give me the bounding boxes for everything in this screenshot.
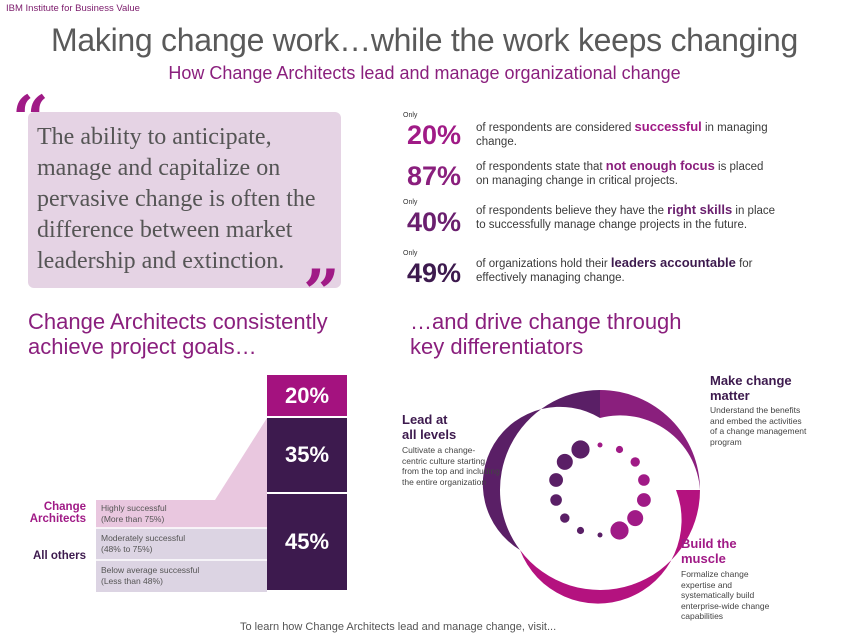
ring-dot bbox=[556, 453, 573, 470]
ring-dot bbox=[638, 474, 650, 486]
dot-ring bbox=[549, 440, 651, 540]
ring-dot bbox=[637, 493, 651, 507]
bar-segment-2: 35% bbox=[267, 418, 347, 492]
stat-2: 87% of respondents state that not enough… bbox=[403, 155, 823, 195]
diff-muscle: Build the muscle Formalize change expert… bbox=[681, 536, 811, 622]
ring-dot bbox=[627, 510, 644, 527]
group-label-change-architects: Change Architects bbox=[20, 501, 86, 525]
stat-percent: 20% bbox=[407, 120, 462, 150]
ring-dot bbox=[560, 513, 570, 523]
stat-text: of organizations hold their leaders acco… bbox=[476, 255, 753, 285]
heading-line: key differentiators bbox=[410, 334, 584, 359]
diff-title: Build the bbox=[681, 536, 737, 551]
right-section-heading: …and drive change through key differenti… bbox=[410, 309, 682, 359]
group-label-line: Change bbox=[43, 501, 86, 513]
inner-disc bbox=[528, 418, 672, 562]
source-label: IBM Institute for Business Value bbox=[6, 3, 140, 14]
row-label-line: Moderately successful bbox=[101, 533, 186, 543]
stat-percent: 49% bbox=[407, 258, 462, 288]
bar-value-label: 20% bbox=[284, 382, 330, 408]
row-label-line: Highly successful bbox=[101, 503, 167, 513]
row-label-line: Below average successful bbox=[101, 565, 200, 575]
row-label-below: Below average successful (Less than 48%) bbox=[96, 562, 266, 592]
stat-text: of respondents state that not enough foc… bbox=[476, 158, 764, 188]
diff-desc: Cultivate a change- centric culture star… bbox=[402, 445, 500, 487]
group-label-all-others: All others bbox=[32, 550, 86, 562]
differentiators-graphic bbox=[482, 390, 700, 604]
bar-value-label: 35% bbox=[284, 442, 330, 467]
quote-close-mark: ” bbox=[303, 256, 340, 331]
bar-value-label: 45% bbox=[284, 529, 330, 554]
diff-matter: Make change matter Understand the benefi… bbox=[710, 373, 845, 447]
page-subtitle: How Change Architects lead and manage or… bbox=[168, 63, 681, 83]
row-label-line: (48% to 75%) bbox=[101, 544, 153, 554]
group-label-line: Architects bbox=[29, 513, 86, 525]
stat-3: Only 40% of respondents believe they hav… bbox=[403, 197, 823, 249]
stat-only-label: Only bbox=[403, 250, 418, 257]
row-label-moderately: Moderately successful (48% to 75%) bbox=[96, 530, 266, 560]
quote-box bbox=[28, 112, 341, 288]
footer-text: To learn how Change Architects lead and … bbox=[240, 621, 557, 633]
diff-title: matter bbox=[710, 388, 750, 403]
stat-percent: 40% bbox=[407, 207, 462, 237]
ring-dot bbox=[610, 521, 629, 540]
diff-desc: Understand the benefits and embed the ac… bbox=[710, 405, 807, 447]
stat-only-label: Only bbox=[403, 112, 418, 119]
ring-dot bbox=[550, 494, 562, 506]
ring-dot bbox=[597, 532, 603, 538]
diff-title: Lead at bbox=[402, 412, 448, 427]
diff-title: Make change bbox=[710, 373, 792, 388]
quote-open-mark: “ bbox=[12, 82, 49, 157]
quote-text: The ability to anticipate, manage and ca… bbox=[37, 124, 316, 274]
heading-line: …and drive change through bbox=[410, 309, 682, 334]
ring-dot bbox=[615, 445, 624, 454]
bar-segment-3: 45% bbox=[267, 494, 347, 590]
arc-muscle bbox=[520, 490, 700, 604]
heading-line: Change Architects consistently bbox=[28, 309, 328, 334]
diff-title: muscle bbox=[681, 551, 726, 566]
row-label-highly: Highly successful (More than 75%) bbox=[96, 500, 266, 530]
others-band bbox=[96, 528, 267, 592]
stat-4: Only 49% of organizations hold their lea… bbox=[403, 248, 823, 290]
ring-dot bbox=[576, 526, 585, 535]
left-section-heading: Change Architects consistently achieve p… bbox=[28, 309, 328, 359]
highlight-band bbox=[96, 418, 267, 528]
diff-lead: Lead at all levels Cultivate a change- c… bbox=[402, 412, 522, 487]
ring-dot bbox=[630, 457, 640, 467]
arc-matter bbox=[600, 390, 700, 490]
arc-lead bbox=[482, 390, 600, 550]
heading-line: achieve project goals… bbox=[28, 334, 257, 359]
stat-text: of respondents are considered successful… bbox=[476, 119, 768, 149]
page-title: Making change work…while the work keeps … bbox=[51, 22, 798, 58]
row-label-line: (More than 75%) bbox=[101, 514, 165, 524]
ring-dot bbox=[549, 473, 563, 487]
diff-title: all levels bbox=[402, 427, 457, 442]
stat-text: of respondents believe they have the rig… bbox=[476, 202, 776, 232]
diff-desc: Formalize change expertise and systemati… bbox=[681, 569, 770, 621]
stat-percent: 87% bbox=[407, 161, 462, 191]
stat-only-label: Only bbox=[403, 199, 418, 206]
row-label-line: (Less than 48%) bbox=[101, 576, 163, 586]
bar-segment-1: 20% bbox=[267, 375, 347, 416]
stat-1: Only 20% of respondents are considered s… bbox=[403, 110, 823, 152]
ring-dot bbox=[571, 440, 590, 459]
ring-dot bbox=[597, 442, 603, 448]
